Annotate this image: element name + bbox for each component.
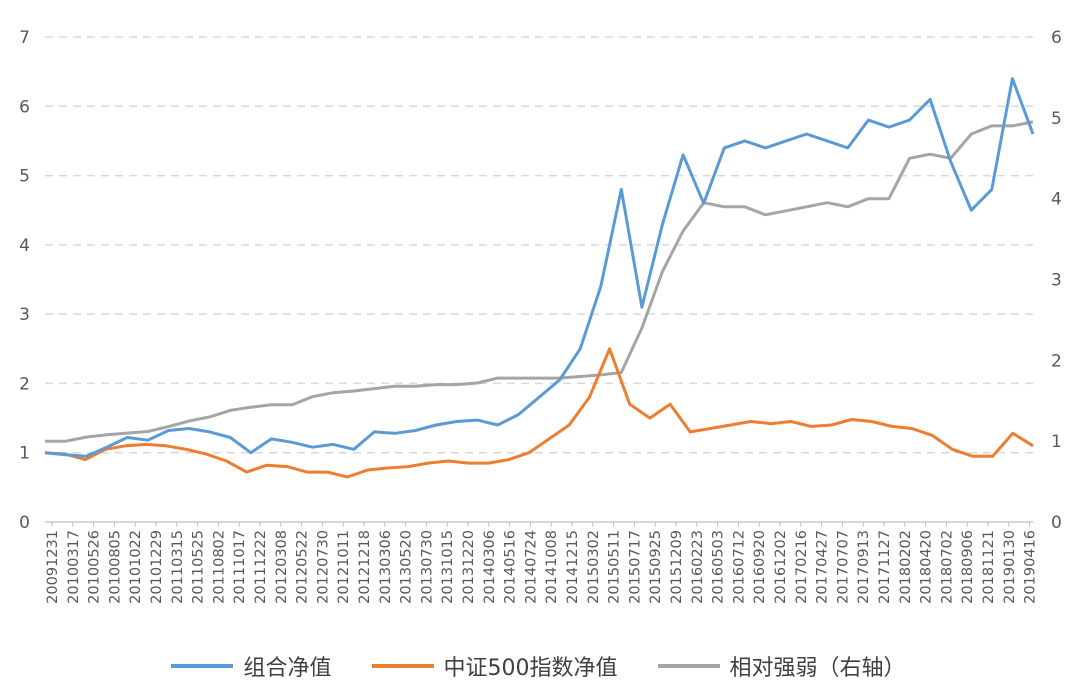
legend-swatch-csi500 xyxy=(371,664,434,668)
right-tick-label: 4 xyxy=(1051,190,1062,210)
gridlines xyxy=(45,36,1033,454)
x-tick-label: 20111017 xyxy=(232,530,248,604)
x-tick-label: 20150511 xyxy=(607,530,623,604)
x-tick-label: 20160920 xyxy=(752,530,768,604)
x-tick-label: 20140724 xyxy=(523,530,539,604)
left-tick-label: 6 xyxy=(19,97,30,117)
legend-item-csi500: 中证500指数净值 xyxy=(371,650,618,682)
x-tick-label: 20110802 xyxy=(211,530,227,604)
series-lines xyxy=(44,77,1035,479)
x-tick-label: 20130730 xyxy=(419,530,435,604)
series-line xyxy=(44,347,1034,479)
x-tick-label: 20180420 xyxy=(919,530,935,604)
x-tick-label: 20180906 xyxy=(960,530,976,604)
line-chart: 0 1 2 3 4 5 6 7 0 1 2 3 4 5 6 20091231 20100317 2010052… xyxy=(19,28,1062,604)
x-tick-label: 20121218 xyxy=(357,530,373,604)
legend-item-relative-strength: 相对强弱（右轴） xyxy=(657,650,906,682)
x-tick-label: 20091231 xyxy=(45,530,61,604)
x-tick-label: 20150717 xyxy=(627,530,643,604)
left-tick-label: 7 xyxy=(19,28,30,48)
left-tick-label: 0 xyxy=(19,513,30,533)
x-tick-label: 20110525 xyxy=(191,530,207,604)
x-tick-label: 20120522 xyxy=(295,530,311,604)
x-tick-label: 20101229 xyxy=(149,530,165,604)
left-tick-label: 1 xyxy=(19,444,30,464)
x-axis: 20091231 20100317 20100526 20100805 20101022… xyxy=(45,521,1039,604)
x-tick-label: 20110315 xyxy=(170,530,186,604)
x-tick-label: 20140516 xyxy=(503,530,519,604)
x-tick-label: 20140306 xyxy=(482,530,498,604)
x-tick-label: 20151209 xyxy=(669,530,685,604)
x-tick-label: 20121011 xyxy=(336,530,352,604)
x-tick-label: 20131015 xyxy=(440,530,456,604)
x-tick-label: 20100805 xyxy=(107,530,123,604)
left-tick-label: 3 xyxy=(19,305,30,325)
x-tick-label: 20131220 xyxy=(461,530,477,604)
x-tick-label: 20171127 xyxy=(877,530,893,604)
x-tick-label: 20111222 xyxy=(253,530,269,604)
x-tick-label: 20120308 xyxy=(274,530,290,604)
x-tick-label: 20101022 xyxy=(128,530,144,604)
x-tick-label: 20180702 xyxy=(939,530,955,604)
right-tick-label: 3 xyxy=(1051,271,1062,291)
x-tick-label: 20181121 xyxy=(981,530,997,604)
left-axis: 0 1 2 3 4 5 6 7 xyxy=(19,28,30,533)
x-tick-label: 20160223 xyxy=(690,530,706,604)
x-tick-label: 20180202 xyxy=(898,530,914,604)
left-tick-label: 4 xyxy=(19,236,30,256)
x-tick-label: 20190416 xyxy=(1023,530,1039,604)
x-tick-label: 20130520 xyxy=(399,530,415,604)
x-tick-label: 20141008 xyxy=(544,530,560,604)
x-tick-label: 20130306 xyxy=(378,530,394,604)
left-tick-label: 2 xyxy=(19,374,30,394)
x-tick-label: 20170913 xyxy=(856,530,872,604)
right-tick-label: 2 xyxy=(1051,351,1062,371)
right-tick-label: 6 xyxy=(1051,28,1062,48)
right-axis: 0 1 2 3 4 5 6 xyxy=(1051,28,1062,533)
x-tick-label: 20160712 xyxy=(731,530,747,604)
legend-label-portfolio: 组合净值 xyxy=(243,656,332,681)
legend: 组合净值 中证500指数净值 相对强弱（右轴） xyxy=(0,646,1077,686)
x-tick-label: 20150925 xyxy=(648,530,664,604)
x-tick-label: 20161202 xyxy=(773,530,789,604)
legend-item-portfolio: 组合净值 xyxy=(171,650,332,682)
series-line xyxy=(45,120,1034,443)
x-tick-label: 20190130 xyxy=(1002,530,1018,604)
legend-swatch-portfolio xyxy=(171,664,234,668)
right-tick-label: 0 xyxy=(1051,513,1062,533)
right-tick-label: 1 xyxy=(1051,432,1062,452)
x-tick-label: 20160503 xyxy=(711,530,727,604)
x-tick-label: 20100317 xyxy=(66,530,82,604)
left-tick-label: 5 xyxy=(19,167,30,187)
x-tick-label: 20150302 xyxy=(586,530,602,604)
x-tick-label: 20170707 xyxy=(835,530,851,604)
x-tick-label: 20170216 xyxy=(794,530,810,604)
x-tick-label: 20170427 xyxy=(815,530,831,604)
legend-swatch-relative-strength xyxy=(657,664,720,668)
legend-label-relative-strength: 相对强弱（右轴） xyxy=(729,656,906,681)
x-tick-label: 20141215 xyxy=(565,530,581,604)
x-tick-label: 20100526 xyxy=(87,530,103,604)
right-tick-label: 5 xyxy=(1051,109,1062,129)
legend-label-csi500: 中证500指数净值 xyxy=(443,656,618,681)
x-tick-label: 20120730 xyxy=(315,530,331,604)
series-line xyxy=(44,77,1035,458)
